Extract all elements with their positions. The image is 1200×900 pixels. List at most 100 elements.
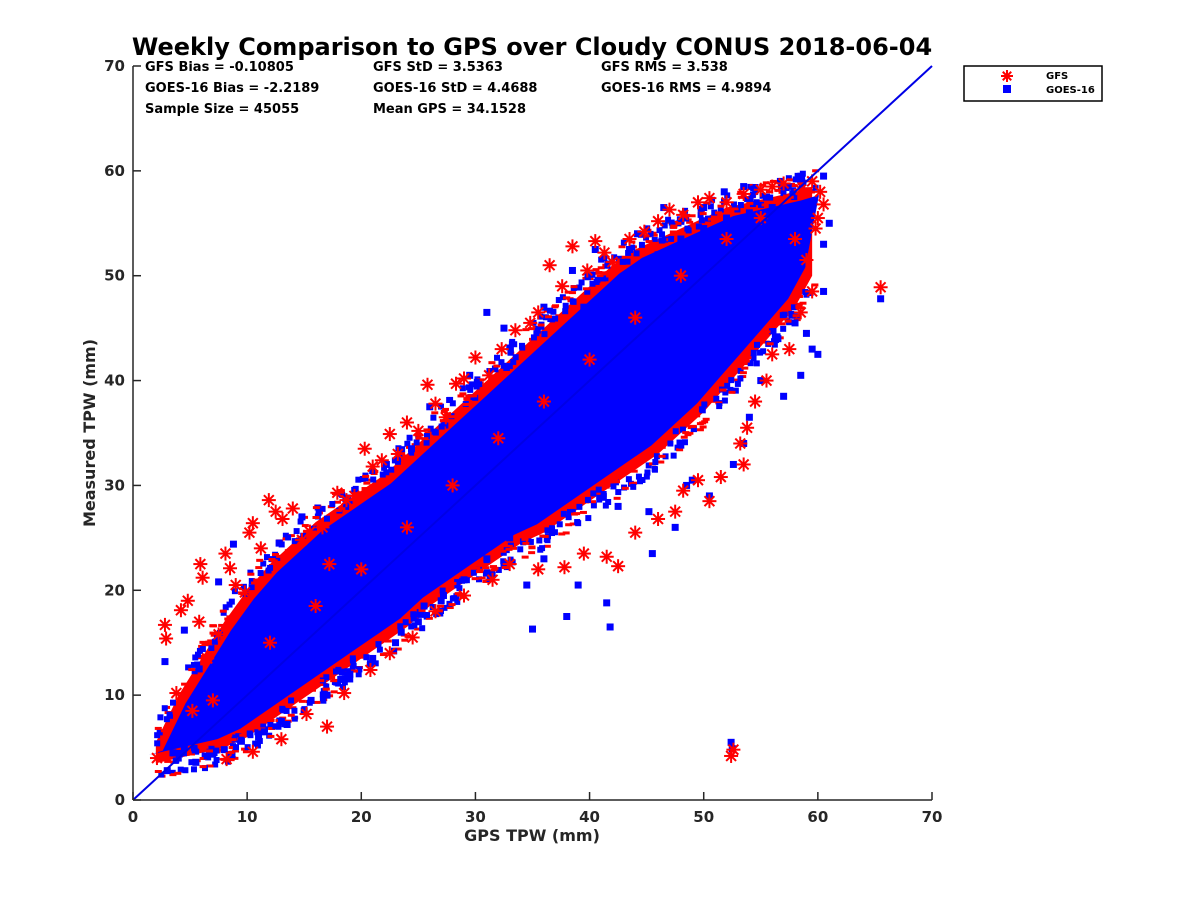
band-edge-gfs-mark bbox=[795, 302, 803, 306]
gfs-point bbox=[180, 593, 195, 608]
band-edge-gfs-mark bbox=[731, 207, 739, 211]
band-edge-goes16-mark bbox=[300, 532, 307, 539]
goes16-point bbox=[563, 613, 571, 620]
band-edge-gfs-mark bbox=[708, 399, 716, 403]
band-edge-gfs-mark bbox=[402, 454, 410, 458]
band-edge-gfs-mark bbox=[440, 409, 448, 413]
band-edge-gfs-mark bbox=[330, 679, 338, 683]
band-edge-gfs-mark bbox=[267, 734, 275, 738]
band-edge-gfs-mark bbox=[499, 549, 507, 553]
band-edge-gfs-mark bbox=[181, 682, 189, 686]
gfs-point bbox=[173, 603, 188, 618]
gfs-point bbox=[157, 617, 172, 632]
band-edge-gfs-mark bbox=[742, 359, 750, 363]
band-edge-goes16-mark bbox=[549, 525, 556, 532]
goes16-point bbox=[677, 235, 685, 243]
gfs-point bbox=[531, 562, 546, 577]
band-edge-goes16-mark bbox=[760, 348, 767, 355]
band-edge-gfs-mark bbox=[562, 531, 570, 535]
band-edge-goes16-mark bbox=[213, 757, 220, 764]
band-edge-gfs-mark bbox=[569, 522, 577, 526]
band-edge-goes16-mark bbox=[584, 496, 591, 503]
band-edge-goes16-mark bbox=[690, 426, 697, 433]
band-edge-gfs-mark bbox=[360, 652, 368, 656]
gfs-point bbox=[228, 578, 243, 593]
goes16-point bbox=[202, 712, 210, 720]
gfs-point bbox=[582, 352, 597, 367]
gfs-point bbox=[365, 459, 380, 474]
band-edge-gfs-mark bbox=[448, 603, 456, 607]
band-edge-goes16-mark bbox=[610, 483, 617, 490]
band-edge-goes16-mark bbox=[388, 466, 395, 473]
band-edge-goes16-mark bbox=[546, 307, 553, 314]
goes16-point bbox=[192, 758, 200, 766]
goes16-point bbox=[471, 419, 479, 427]
band-edge-gfs-mark bbox=[715, 211, 723, 215]
gfs-point bbox=[788, 232, 803, 247]
band-edge-gfs-mark bbox=[570, 285, 578, 289]
band-edge-gfs-mark bbox=[686, 220, 694, 224]
goes16-point bbox=[540, 555, 548, 563]
dense-band-goes16-core bbox=[148, 194, 819, 755]
band-edge-gfs-mark bbox=[224, 617, 232, 621]
x-tick-label: 30 bbox=[465, 808, 486, 826]
x-tick-label: 50 bbox=[693, 808, 714, 826]
gfs-point bbox=[726, 742, 741, 757]
goes16-point bbox=[426, 403, 434, 411]
band-edge-gfs-mark bbox=[322, 687, 330, 691]
band-edge-gfs-mark bbox=[219, 609, 227, 613]
band-edge-goes16-mark bbox=[246, 730, 253, 737]
band-edge-goes16-mark bbox=[275, 723, 282, 730]
band-edge-goes16-mark bbox=[238, 734, 245, 741]
band-edge-gfs-mark bbox=[699, 425, 707, 429]
band-edge-gfs-mark bbox=[783, 194, 791, 198]
band-edge-goes16-mark bbox=[737, 367, 744, 374]
band-edge-goes16-mark bbox=[569, 298, 576, 305]
band-edge-goes16-mark bbox=[781, 311, 788, 318]
band-edge-goes16-mark bbox=[624, 258, 631, 265]
gfs-point bbox=[713, 470, 728, 485]
band-edge-goes16-mark bbox=[177, 766, 184, 773]
band-edge-gfs-mark bbox=[568, 291, 576, 295]
band-edge-gfs-mark bbox=[404, 634, 412, 638]
band-edge-goes16-mark bbox=[517, 546, 524, 553]
band-edge-gfs-mark bbox=[437, 604, 445, 608]
band-edge-goes16-mark bbox=[191, 747, 198, 754]
goes16-point bbox=[357, 523, 365, 531]
band-edge-goes16-mark bbox=[541, 331, 548, 338]
band-edge-gfs-mark bbox=[462, 573, 470, 577]
band-edge-goes16-mark bbox=[293, 528, 300, 535]
goes16-point bbox=[506, 534, 514, 542]
goes16-point bbox=[780, 282, 788, 290]
goes16-point bbox=[466, 371, 474, 379]
band-edge-gfs-mark bbox=[199, 765, 207, 769]
band-edge-goes16-mark bbox=[263, 554, 270, 561]
goes16-point bbox=[414, 618, 422, 626]
band-edge-goes16-mark bbox=[668, 235, 675, 242]
band-edge-goes16-mark bbox=[265, 567, 272, 574]
band-edge-goes16-mark bbox=[737, 375, 744, 382]
band-edge-goes16-mark bbox=[753, 360, 760, 367]
band-edge-goes16-mark bbox=[518, 342, 525, 349]
band-edge-gfs-mark bbox=[669, 230, 677, 234]
band-edge-goes16-mark bbox=[552, 315, 559, 322]
y-tick-label: 60 bbox=[104, 162, 125, 180]
band-edge-goes16-mark bbox=[285, 534, 292, 541]
goes16-point bbox=[298, 513, 306, 521]
gfs-point bbox=[193, 557, 208, 572]
band-edge-goes16-mark bbox=[600, 275, 607, 282]
goes16-point bbox=[169, 749, 177, 757]
gfs-point bbox=[347, 488, 362, 503]
band-edge-goes16-mark bbox=[556, 521, 563, 528]
gfs-point bbox=[799, 252, 814, 267]
band-edge-goes16-mark bbox=[220, 609, 227, 616]
band-edge-goes16-mark bbox=[584, 288, 591, 295]
band-edge-gfs-mark bbox=[783, 317, 791, 321]
band-edge-goes16-mark bbox=[527, 538, 534, 545]
gfs-point bbox=[449, 376, 464, 391]
band-edge-goes16-mark bbox=[647, 230, 654, 237]
goes16-point bbox=[426, 460, 434, 468]
gfs-point bbox=[149, 751, 164, 766]
goes16-point bbox=[734, 324, 742, 332]
